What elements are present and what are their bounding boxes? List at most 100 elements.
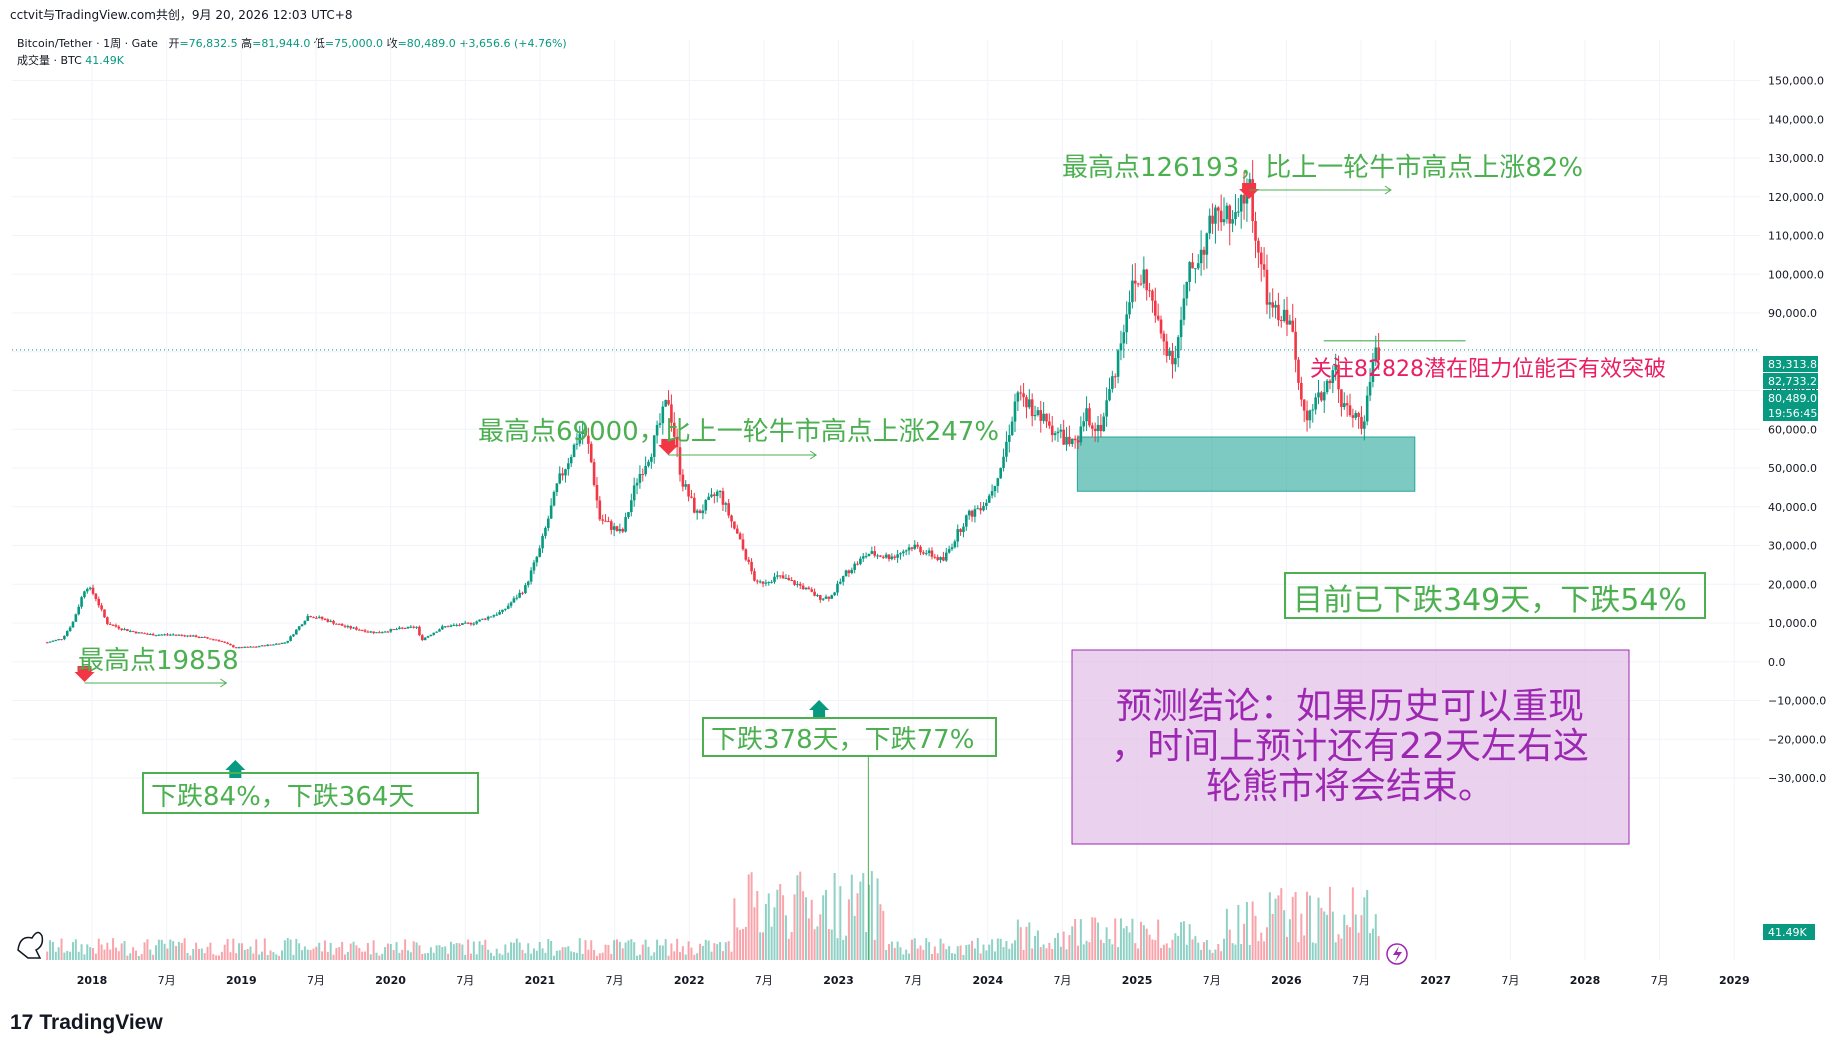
volume-bar: [312, 948, 315, 960]
volume-bar: [180, 943, 183, 960]
volume-bar: [192, 948, 195, 960]
volume-bar: [515, 938, 518, 960]
candle-body: [1285, 309, 1289, 325]
candle-body: [987, 495, 991, 503]
candle-body: [727, 503, 730, 516]
candle-body: [449, 625, 453, 627]
candle-body: [1262, 264, 1266, 270]
symbol-name[interactable]: Bitcoin/Tether · 1周 · Gate: [17, 37, 158, 50]
candle-body: [1142, 269, 1146, 284]
volume-bar: [1320, 907, 1323, 960]
volume-bar: [1177, 936, 1180, 960]
candle-body: [962, 526, 965, 532]
candle-body: [441, 626, 444, 630]
candle-body: [232, 645, 235, 648]
volume-bar: [1091, 917, 1094, 960]
volume-bar: [163, 943, 166, 960]
volume-bar: [263, 938, 266, 960]
volume-bar: [707, 940, 710, 960]
volume-bar: [856, 893, 859, 960]
volume-bar: [636, 955, 639, 960]
candle-body: [910, 547, 914, 549]
candle-body: [435, 631, 438, 633]
candle-body: [982, 505, 985, 511]
candle-body: [552, 492, 556, 506]
volume-bar: [106, 942, 109, 960]
candle-body: [186, 635, 189, 637]
candle-body: [80, 597, 83, 607]
volume-bar: [610, 953, 613, 960]
candle-body: [1082, 421, 1086, 427]
candle-body: [807, 587, 811, 590]
volume-bar: [948, 946, 951, 960]
candle-body: [160, 634, 164, 636]
candle-body: [203, 636, 206, 638]
volume-legend[interactable]: 成交量 · BTC 41.49K: [17, 52, 124, 68]
candle-body: [306, 616, 310, 621]
volume-bar: [74, 939, 77, 960]
lightning-icon[interactable]: [1386, 943, 1408, 965]
candle-body: [386, 631, 390, 633]
candle-body: [598, 500, 602, 520]
volume-bar: [873, 939, 876, 960]
candle-body: [1033, 415, 1037, 417]
volume-bar: [86, 944, 89, 960]
volume-bar: [1280, 888, 1283, 960]
candle-body: [853, 563, 856, 570]
candle-body: [180, 634, 184, 636]
tradingview-logo[interactable]: 17 TradingView: [10, 1011, 163, 1035]
candle-body: [289, 636, 292, 641]
volume-bar: [962, 954, 965, 960]
volume-bar: [80, 944, 83, 960]
candle-body: [884, 554, 888, 558]
candle-body: [796, 583, 799, 585]
volume-bar: [114, 947, 117, 960]
candle-body: [1228, 205, 1232, 224]
volume-bar: [326, 951, 329, 960]
volume-bar: [876, 878, 879, 960]
candle-body: [114, 625, 118, 627]
volume-bar: [673, 951, 676, 960]
time-tick-label: 7月: [1053, 974, 1071, 987]
candle-body: [358, 629, 361, 631]
candle-body: [380, 632, 384, 634]
candle-body: [839, 581, 842, 584]
candle-body: [469, 622, 473, 625]
candle-body: [1019, 392, 1023, 394]
volume-bar: [925, 938, 928, 960]
price-badge: [1763, 390, 1818, 406]
volume-bar: [784, 915, 787, 960]
volume-badge: [1763, 924, 1815, 940]
price-badge-text: 83,313.8: [1768, 358, 1817, 371]
volume-bar: [810, 899, 813, 960]
candle-body: [1288, 320, 1292, 325]
candle-body: [538, 548, 541, 557]
close-value: =80,489.0: [397, 37, 456, 50]
candle-body: [146, 633, 149, 635]
volume-bar: [189, 955, 192, 960]
volume-bar: [836, 938, 839, 960]
candle-body: [524, 585, 527, 594]
volume-bar: [1240, 943, 1243, 960]
candle-body: [475, 621, 479, 624]
candle-body: [220, 641, 224, 643]
volume-bar: [968, 944, 971, 960]
candle-body: [1365, 395, 1369, 422]
candle-body: [595, 485, 599, 501]
volume-bar: [94, 953, 97, 960]
candle-body: [472, 623, 476, 625]
candle-body: [693, 497, 696, 513]
candle-body: [816, 595, 819, 597]
candle-body: [1085, 408, 1088, 422]
time-tick-label: 7月: [755, 974, 773, 987]
volume-bar: [853, 915, 856, 960]
candle-body: [1005, 441, 1008, 457]
candle-body: [850, 569, 854, 574]
candle-body: [123, 629, 126, 631]
volume-bar: [1197, 942, 1200, 960]
volume-bar: [243, 949, 246, 960]
candle-body: [818, 595, 822, 600]
candle-body: [111, 624, 115, 626]
volume-bar: [736, 927, 739, 960]
